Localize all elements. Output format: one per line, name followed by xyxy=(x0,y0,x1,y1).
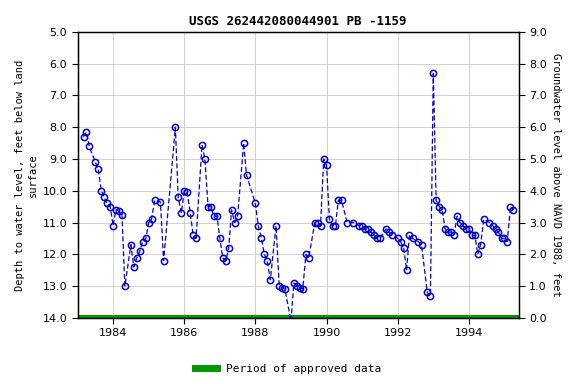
Y-axis label: Groundwater level above NAVD 1988, feet: Groundwater level above NAVD 1988, feet xyxy=(551,53,561,297)
Title: USGS 262442080044901 PB -1159: USGS 262442080044901 PB -1159 xyxy=(190,15,407,28)
Y-axis label: Depth to water level, feet below land
surface: Depth to water level, feet below land su… xyxy=(15,59,38,291)
Legend: Period of approved data: Period of approved data xyxy=(191,359,385,379)
